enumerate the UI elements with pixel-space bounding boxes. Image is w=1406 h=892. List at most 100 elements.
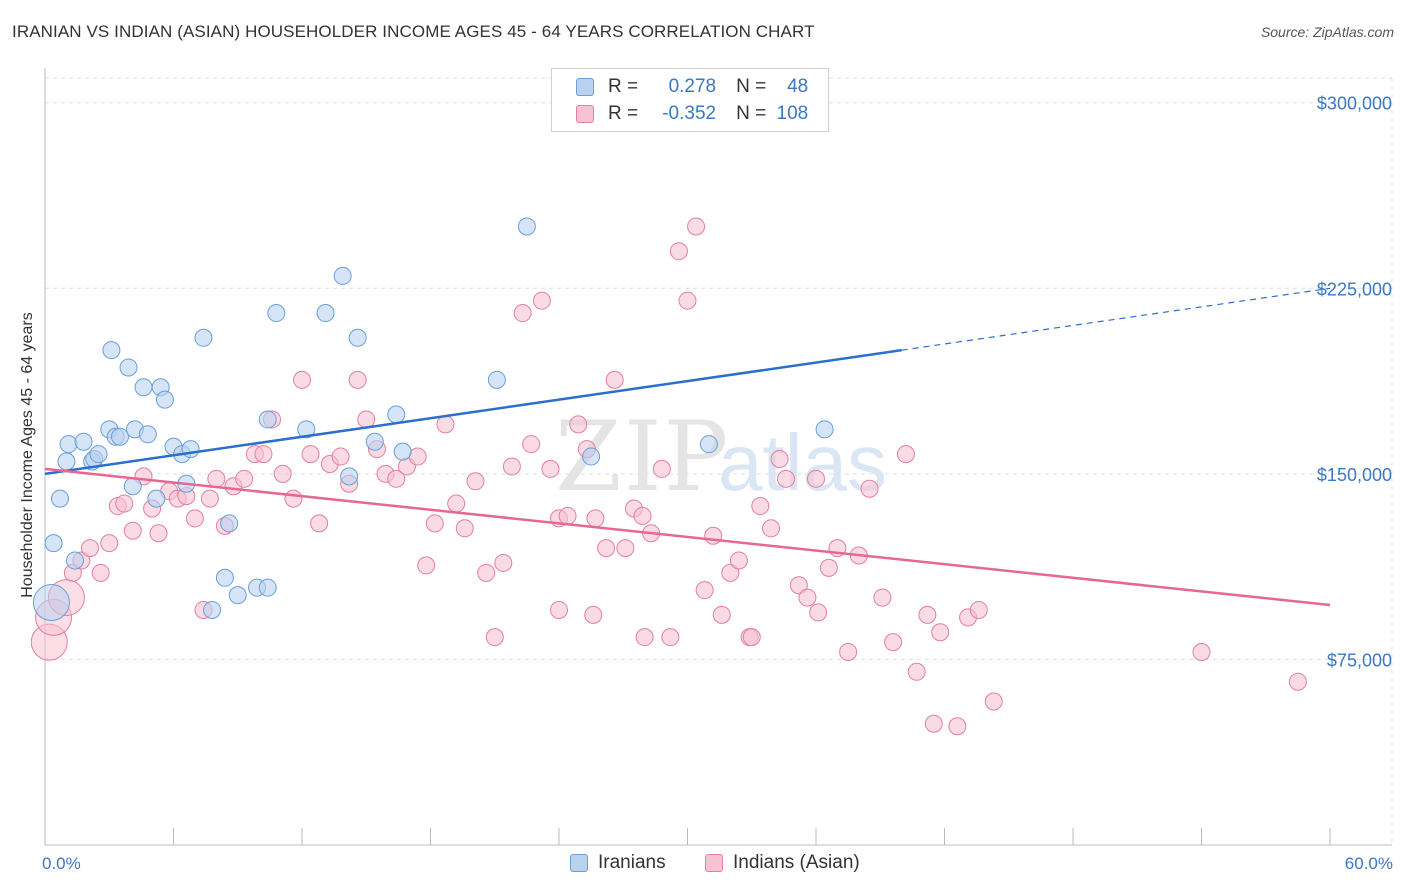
indians-point-23 xyxy=(235,469,254,488)
indians-point-70 xyxy=(678,291,697,310)
legend-item-indians[interactable]: Indians (Asian) xyxy=(705,852,860,874)
iranians-point-34 xyxy=(267,304,286,323)
iranians-point-19 xyxy=(147,489,166,508)
iranians-point-42 xyxy=(393,442,412,461)
legend-row-iranians: R = 0.278 N = 48 xyxy=(576,75,808,99)
iranians-point-33 xyxy=(258,578,277,597)
indians-point-60 xyxy=(586,509,605,528)
indians-point-74 xyxy=(712,605,731,624)
indians-point-20 xyxy=(207,469,226,488)
iranians-point-36 xyxy=(316,304,335,323)
indians-point-84 xyxy=(809,603,828,622)
indians-point-72 xyxy=(695,581,714,600)
indians-point-68 xyxy=(661,628,680,647)
indians-point-48 xyxy=(477,563,496,582)
iranians-point-11 xyxy=(102,341,121,360)
indians-point-93 xyxy=(907,662,926,681)
iranians-trend-extension xyxy=(901,287,1331,351)
legend-n-label: N = xyxy=(736,103,767,124)
indians-point-63 xyxy=(616,539,635,558)
indians-point-80 xyxy=(770,450,789,469)
iranians-point-1 xyxy=(44,534,63,553)
indians-point-27 xyxy=(273,464,292,483)
indians-point-25 xyxy=(254,445,273,464)
iranians-point-30 xyxy=(228,586,247,605)
indians-point-87 xyxy=(839,643,858,662)
iranians-point-27 xyxy=(203,600,222,619)
indians-point-106 xyxy=(1288,672,1307,691)
indians-point-44 xyxy=(436,415,455,434)
indians-point-81 xyxy=(777,469,796,488)
iranians-point-43 xyxy=(487,370,506,389)
indians-point-6 xyxy=(91,563,110,582)
indians-point-107 xyxy=(742,628,761,647)
iranians-point-0 xyxy=(32,584,70,622)
x-tick-label-min: 0.0% xyxy=(42,854,81,873)
y-tick-label-1: $150,000 xyxy=(1317,465,1392,485)
indians-point-42 xyxy=(417,556,436,575)
iranians-point-46 xyxy=(699,435,718,454)
indians-point-79 xyxy=(762,519,781,538)
chart-title: IRANIAN VS INDIAN (ASIAN) HOUSEHOLDER IN… xyxy=(12,22,815,41)
indians-point-96 xyxy=(948,717,967,736)
legend-swatch-iranians xyxy=(576,78,594,96)
indians-point-76 xyxy=(729,551,748,570)
indians-point-19 xyxy=(200,489,219,508)
indians-point-82 xyxy=(789,576,808,595)
legend-r-label: R = xyxy=(608,103,639,124)
iranians-point-40 xyxy=(365,432,384,451)
indians-point-28 xyxy=(284,489,303,508)
legend-label-indians: Indians (Asian) xyxy=(733,852,860,873)
indians-point-69 xyxy=(669,242,688,261)
y-tick-label-2: $225,000 xyxy=(1317,279,1392,299)
iranians-point-37 xyxy=(333,266,352,285)
iranians-point-32 xyxy=(258,410,277,429)
tick-labels: $75,000 $150,000 $225,000 $300,000 0.0% 60.0% xyxy=(42,94,1393,873)
indians-point-52 xyxy=(513,304,532,323)
source-credit: Source: ZipAtlas.com xyxy=(1260,24,1394,40)
indians-point-92 xyxy=(896,445,915,464)
iranians-point-39 xyxy=(348,328,367,347)
axes xyxy=(44,68,1392,846)
indians-point-102 xyxy=(584,605,603,624)
iranians-point-25 xyxy=(181,440,200,459)
legend-n-value-iranians: 48 xyxy=(787,76,809,97)
iranians-point-29 xyxy=(220,514,239,533)
indians-point-5 xyxy=(80,539,99,558)
iranians-point-45 xyxy=(582,447,601,466)
legend-swatch-iranians xyxy=(570,854,588,872)
iranians-point-28 xyxy=(215,568,234,587)
indians-trend-line xyxy=(44,467,1331,607)
iranians-point-13 xyxy=(110,427,129,446)
iranians-point-38 xyxy=(340,467,359,486)
indians-point-101 xyxy=(550,600,568,619)
legend-item-iranians[interactable]: Iranians xyxy=(570,852,666,874)
indians-point-90 xyxy=(873,588,892,607)
iranians-point-35 xyxy=(297,420,316,439)
iranians-trend-line xyxy=(44,348,902,476)
iranians-point-17 xyxy=(134,378,153,397)
x-tick-label-max: 60.0% xyxy=(1345,854,1393,873)
indians-point-49 xyxy=(485,628,504,647)
iranians-point-41 xyxy=(387,405,406,424)
indians-point-105 xyxy=(1192,643,1211,662)
indians-point-50 xyxy=(494,553,513,572)
indians-point-98 xyxy=(969,600,988,619)
legend-r-value-iranians: 0.278 xyxy=(668,76,717,97)
indians-point-45 xyxy=(447,494,466,513)
indians-point-78 xyxy=(751,497,770,516)
legend-swatch-indians xyxy=(705,854,723,872)
series-legend: Iranians Indians (Asian) xyxy=(0,852,1406,876)
indians-point-71 xyxy=(687,217,706,236)
iranians-point-4 xyxy=(59,435,78,454)
indians-point-104 xyxy=(807,469,825,488)
indians-point-35 xyxy=(348,370,367,389)
indians-point-51 xyxy=(502,457,521,476)
legend-row-indians: R = -0.352 N = 108 xyxy=(576,102,808,126)
watermark: ZIP atlas xyxy=(555,401,887,513)
legend-label-iranians: Iranians xyxy=(598,852,666,873)
indians-point-58 xyxy=(569,415,588,434)
indians-point-100 xyxy=(924,714,943,733)
iranians-point-15 xyxy=(123,477,142,496)
